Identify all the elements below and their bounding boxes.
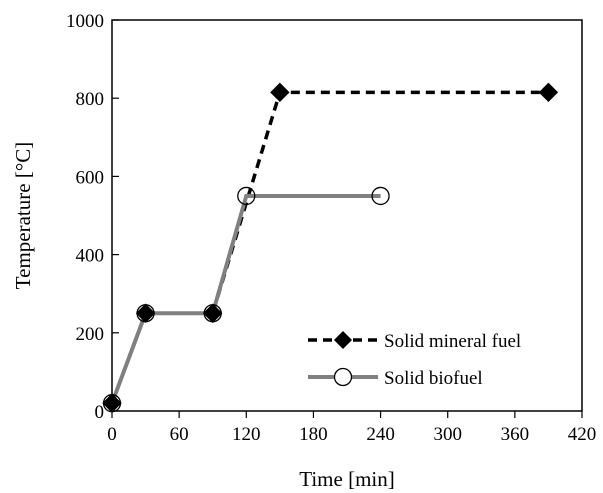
y-tick-label: 200 bbox=[76, 324, 105, 345]
x-tick-label: 240 bbox=[366, 424, 395, 445]
legend-label-mineral: Solid mineral fuel bbox=[384, 331, 521, 352]
series-layer bbox=[102, 82, 559, 413]
marker-biofuel bbox=[203, 304, 222, 323]
plot-frame bbox=[111, 19, 583, 412]
x-tick-label: 420 bbox=[568, 424, 597, 445]
x-tick-label: 0 bbox=[107, 424, 117, 445]
marker-biofuel bbox=[371, 186, 390, 206]
legend-item-biofuel: Solid biofuel bbox=[308, 367, 483, 389]
y-tick-label: 1000 bbox=[66, 11, 104, 32]
marker-biofuel bbox=[136, 304, 155, 323]
y-axis-title: Temperature [°C] bbox=[11, 142, 35, 289]
y-tick-label: 400 bbox=[76, 246, 105, 267]
y-tick-label: 0 bbox=[95, 402, 105, 423]
marker-biofuel bbox=[237, 186, 256, 206]
legend-marker-biofuel bbox=[333, 367, 353, 387]
x-axis-title: Time [min] bbox=[299, 467, 394, 491]
ticks-layer: 0 200 400 600 800 1000 0 60 120 180 240 300 360 420 bbox=[66, 11, 596, 445]
y-tick-label: 800 bbox=[76, 89, 105, 110]
x-tick-label: 120 bbox=[232, 424, 261, 445]
legend-item-mineral: Solid mineral fuel bbox=[308, 331, 521, 352]
legend-label-biofuel: Solid biofuel bbox=[384, 368, 483, 389]
x-tick-label: 180 bbox=[299, 424, 328, 445]
marker-mineral bbox=[538, 82, 559, 103]
y-tick-label: 600 bbox=[76, 167, 105, 188]
marker-mineral bbox=[270, 82, 290, 103]
series-line-mineral bbox=[110, 90, 549, 404]
legend-marker-mineral bbox=[334, 331, 352, 349]
legend: Solid mineral fuel Solid biofuel bbox=[308, 331, 521, 389]
x-tick-label: 300 bbox=[433, 424, 462, 445]
x-tick-label: 360 bbox=[501, 424, 530, 445]
x-tick-label: 60 bbox=[170, 424, 189, 445]
